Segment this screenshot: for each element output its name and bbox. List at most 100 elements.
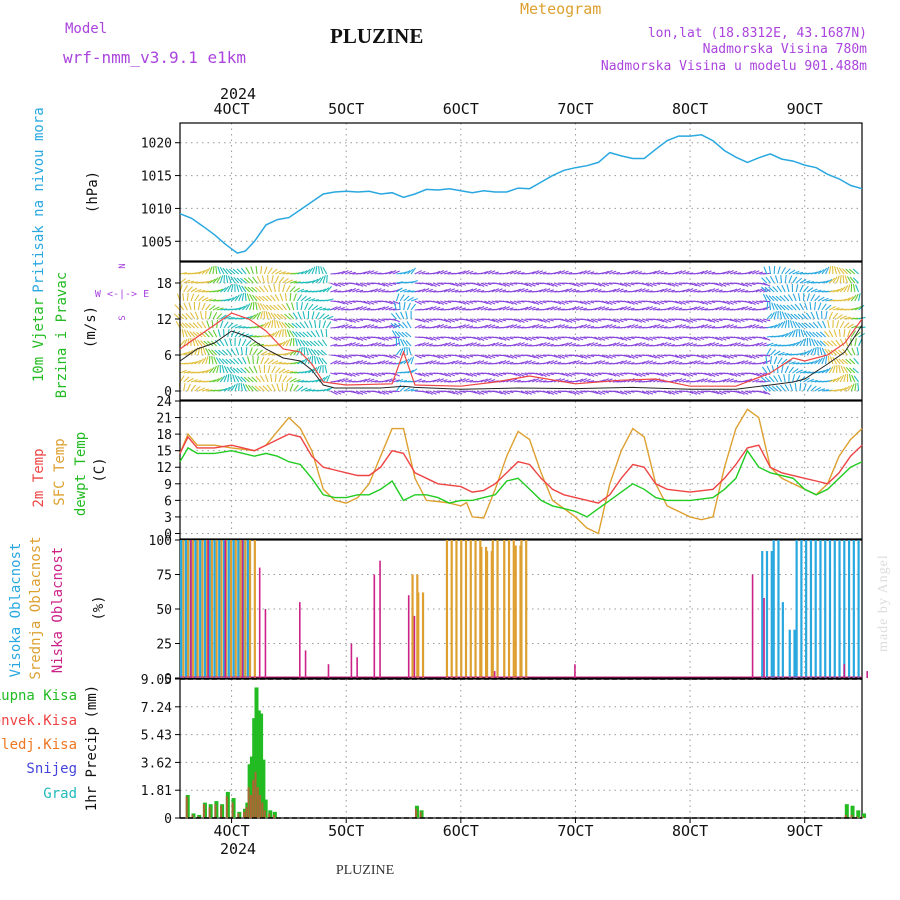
wind-barb: [763, 372, 771, 375]
wind-barb: [318, 313, 325, 320]
wind-barb: [406, 302, 412, 311]
wind-barb: [458, 336, 466, 340]
wind-barb: [737, 282, 745, 287]
wind-barb: [696, 336, 705, 340]
wind-barb: [759, 342, 767, 347]
wind-barb: [311, 379, 319, 383]
conv-precip-bar: [856, 816, 859, 818]
y-tick-label: 5.43: [141, 729, 172, 744]
mid-cloud-bar: [411, 574, 414, 678]
wind-barb: [700, 354, 709, 359]
wind-barb: [843, 316, 851, 320]
wind-barb: [810, 347, 815, 356]
wind-barb: [355, 372, 364, 375]
wind-barb: [693, 318, 701, 321]
wind-barb: [300, 387, 308, 392]
wind-barb: [432, 378, 441, 383]
wind-barb: [693, 390, 701, 395]
wind-barb: [276, 320, 280, 329]
wind-barb: [839, 275, 842, 284]
wind-barb: [352, 282, 360, 286]
wind-barb: [234, 330, 241, 338]
wind-barb: [630, 354, 639, 359]
wind-barb: [425, 372, 433, 376]
wind-barb: [634, 372, 643, 377]
wind-barb: [715, 372, 723, 375]
y-tick-label: 12: [156, 461, 172, 476]
wind-barb: [751, 354, 760, 359]
wind-barb: [686, 336, 694, 340]
wind-ylabel-sub: Brzina i Pravac: [54, 272, 70, 398]
wind-barb: [565, 326, 573, 329]
wind-barb: [535, 300, 544, 305]
wind-barb: [318, 265, 320, 275]
low-cloud-bar: [241, 540, 244, 678]
wind-barb: [208, 330, 214, 338]
wind-barb: [711, 307, 720, 311]
wind-barb: [314, 320, 317, 329]
wind-barb: [246, 293, 251, 302]
wind-barb: [775, 295, 782, 302]
high-cloud-bar: [838, 540, 841, 678]
wind-barb: [278, 276, 285, 284]
y-tick-label: 15: [156, 445, 172, 460]
wind-barb: [623, 271, 631, 275]
wind-barb: [827, 320, 830, 329]
wind-barb: [403, 302, 406, 311]
wind-barb: [200, 346, 203, 356]
wind-barb: [653, 336, 661, 339]
wind-barb: [779, 304, 786, 311]
wind-barb: [185, 322, 192, 329]
wind-barb: [531, 354, 540, 359]
wind-barb: [385, 306, 393, 311]
wind-barb: [458, 282, 466, 286]
wind-barb: [440, 289, 448, 293]
wind-barb: [432, 300, 441, 305]
wind-barb: [579, 270, 588, 275]
mid-cloud-bar: [417, 592, 420, 678]
wind-barb: [476, 360, 485, 365]
wind-barb: [326, 285, 333, 293]
wind-barb: [517, 372, 525, 377]
wind-barb: [693, 344, 701, 347]
wind-barb: [781, 358, 788, 365]
wind-barb: [793, 313, 801, 320]
wind-barb: [851, 374, 856, 383]
wind-barb: [495, 288, 503, 293]
conv-precip-bar: [249, 794, 252, 818]
wind-barb: [557, 300, 566, 305]
wind-barb: [755, 318, 764, 323]
wind-barb: [834, 349, 841, 356]
wind-barb: [700, 336, 708, 339]
low-cloud-bar: [413, 615, 416, 678]
wind-barb: [594, 318, 602, 322]
wind-barb: [230, 276, 236, 284]
wind-barb: [819, 340, 826, 347]
wind-barb: [244, 286, 251, 293]
wind-barb: [403, 289, 411, 293]
wind-barb: [719, 300, 727, 304]
wind-barb: [689, 288, 698, 293]
wind-barb: [229, 268, 236, 275]
wind-barb: [689, 282, 698, 287]
wind-barb: [854, 338, 857, 347]
wind-barb: [407, 290, 415, 293]
wind-barb: [608, 324, 617, 329]
mid-cloud-bar: [480, 546, 483, 678]
wind-barb: [843, 329, 846, 338]
wind-barb: [366, 289, 375, 293]
wind-barb: [395, 312, 401, 320]
wind-barb: [846, 348, 852, 356]
wind-barb: [394, 322, 401, 329]
wind-barb: [355, 344, 364, 347]
wind-barb: [792, 374, 796, 383]
wind-barb: [297, 359, 304, 365]
wind-barb: [810, 288, 818, 293]
wind-barb: [531, 282, 540, 286]
wind-barb: [590, 361, 598, 365]
wind-barb: [838, 365, 841, 374]
wind-barb: [744, 378, 753, 383]
wind-barb: [660, 288, 668, 293]
wind-barb: [381, 306, 389, 311]
wind-barb: [700, 324, 709, 329]
